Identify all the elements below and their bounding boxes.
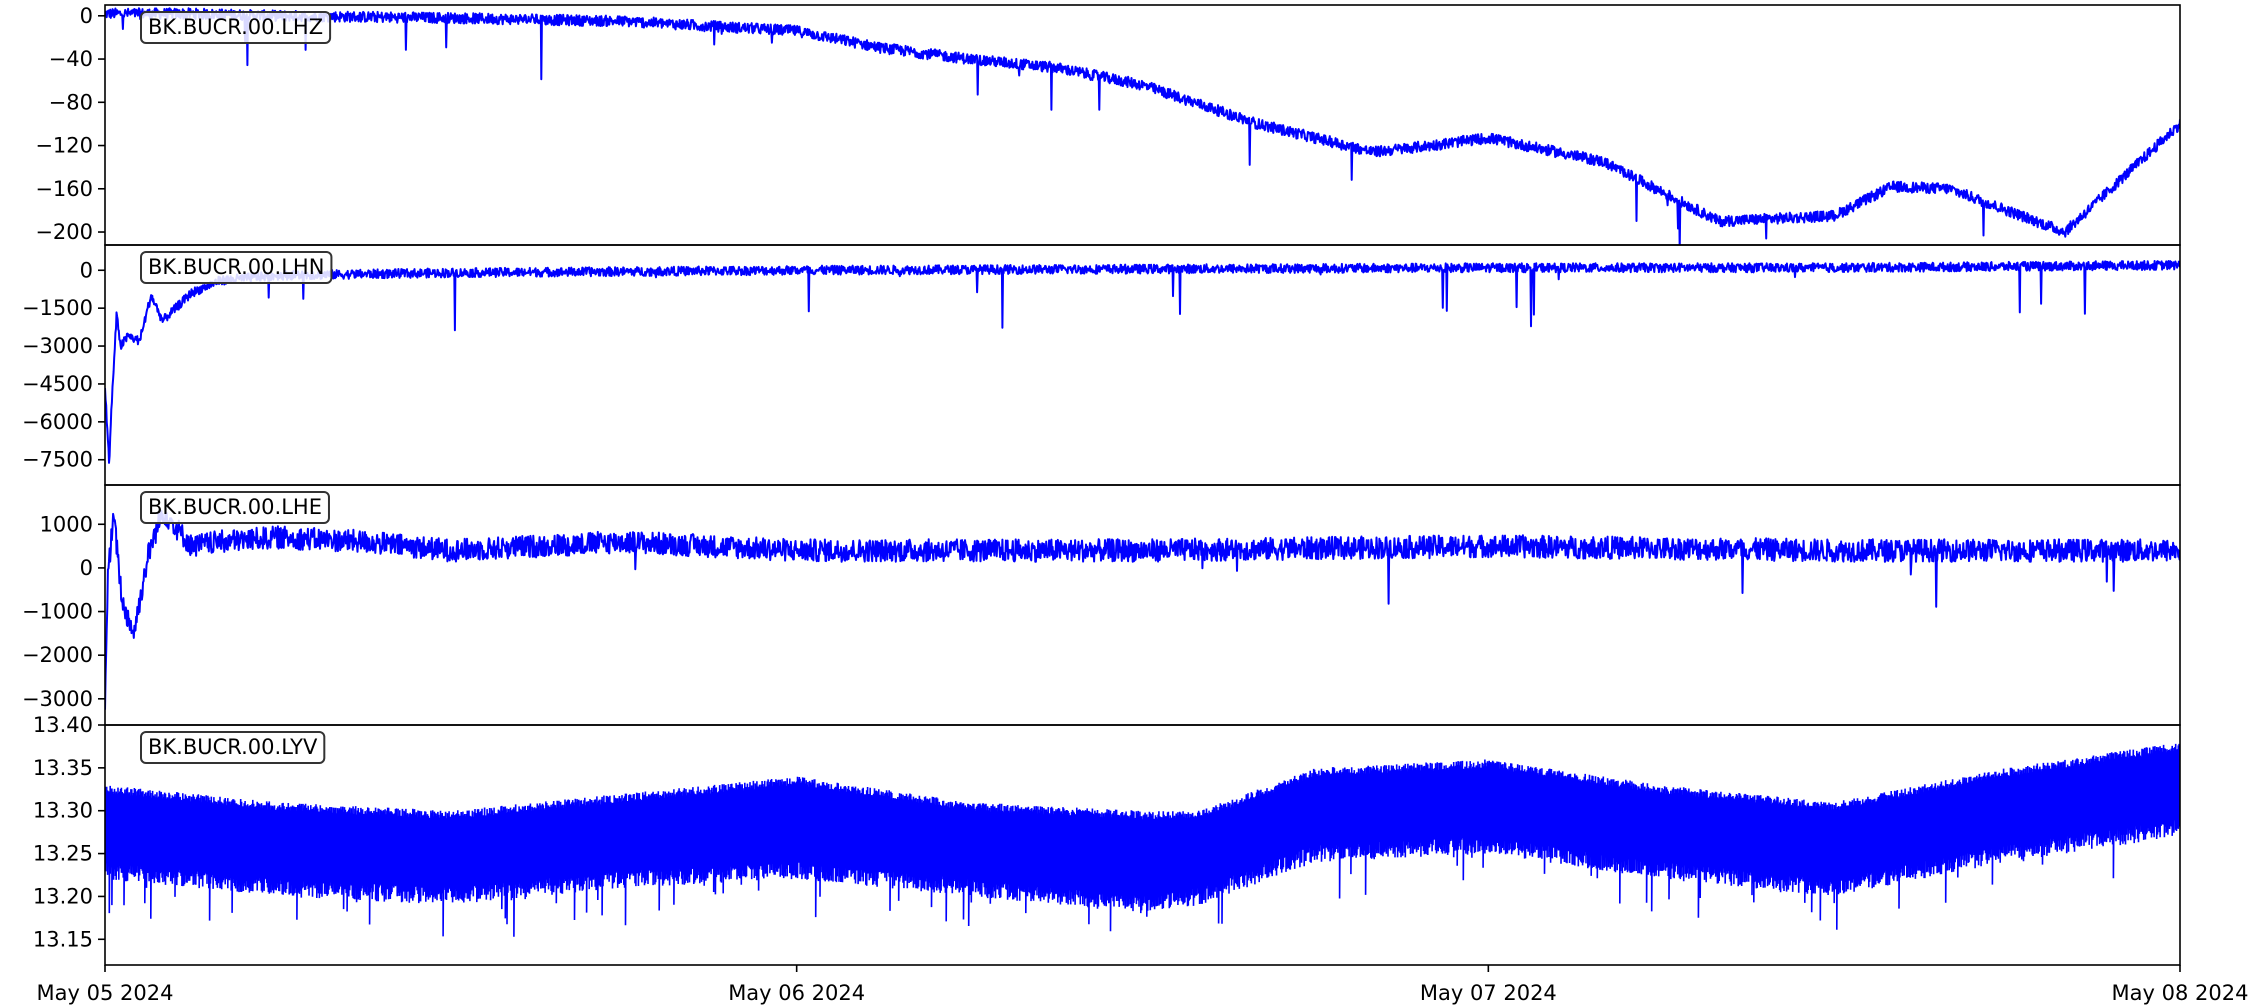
x-tick-label: May 06 2024: [728, 981, 865, 1005]
panel-bk-bucr-00-lyv: 13.40 13.35 13.30 13.25 13.20 13.15 BK.BUCR.00…: [33, 713, 2181, 966]
y-tick-label: 0: [80, 258, 93, 282]
y-tick-label: 1000: [40, 512, 93, 536]
station-label-box: [140, 731, 326, 764]
series-bk-bucr-00-lhe: [105, 510, 2180, 710]
y-tick-label: −1500: [22, 296, 93, 320]
y-tick-label: 13.30: [33, 799, 93, 823]
y-tick-label: 13.40: [33, 713, 93, 737]
y-tick-label: 0: [80, 556, 93, 580]
panel-frame: [104, 244, 2181, 486]
x-tick-label: May 07 2024: [1420, 981, 1557, 1005]
y-tick-label: −1000: [22, 600, 93, 624]
y-tick-label: −3000: [22, 687, 93, 711]
x-tick-label: May 05 2024: [37, 981, 174, 1005]
panel-bk-bucr-00-lhz: 0 −40 −80 −120 −160 −200 BK.BUCR.00.LHZ: [35, 4, 2181, 246]
series-bk-bucr-00-lyv: [105, 743, 2180, 937]
y-tick-label: 13.35: [33, 756, 93, 780]
y-tick-label: −7500: [22, 448, 93, 472]
y-tick-label: 13.20: [33, 884, 93, 908]
y-tick-label: −6000: [22, 410, 93, 434]
station-label-box: [140, 11, 332, 44]
y-tick-label: −80: [49, 90, 93, 114]
y-tick-label: −3000: [22, 334, 93, 358]
y-tick-label: −2000: [22, 643, 93, 667]
x-axis: May 05 2024 May 06 2024 May 07 2024 May 08 …: [37, 965, 2249, 1005]
x-tick-label: May 08 2024: [2112, 981, 2249, 1005]
y-tick-label: −160: [35, 177, 93, 201]
station-label-box: [140, 491, 330, 524]
y-tick-label: 13.25: [33, 842, 93, 866]
series-bk-bucr-00-lhn: [105, 260, 2180, 464]
y-tick-label: −40: [49, 47, 93, 71]
y-tick-label: −4500: [22, 372, 93, 396]
panel-frame: [104, 484, 2181, 726]
station-label: BK.BUCR.00.LHE: [148, 495, 322, 519]
y-tick-label: 13.15: [33, 927, 93, 951]
panel-frame: [104, 4, 2181, 246]
station-label-box: [140, 251, 333, 284]
panel-bk-bucr-00-lhe: 1000 0 −1000 −2000 −3000 BK.BUCR.00.LHE: [22, 484, 2181, 726]
panel-bk-bucr-00-lhn: 0 −1500 −3000 −4500 −6000 −7500 BK.BUCR.00.LHN: [22, 244, 2181, 486]
y-tick-label: −200: [35, 220, 93, 244]
station-label: BK.BUCR.00.LYV: [148, 735, 318, 759]
y-tick-label: −120: [35, 134, 93, 158]
panel-frame: [104, 724, 2181, 966]
y-tick-label: 0: [80, 4, 93, 28]
station-label: BK.BUCR.00.LHZ: [148, 15, 323, 39]
station-label: BK.BUCR.00.LHN: [148, 255, 324, 279]
series-bk-bucr-00-lhz: [105, 7, 2180, 245]
